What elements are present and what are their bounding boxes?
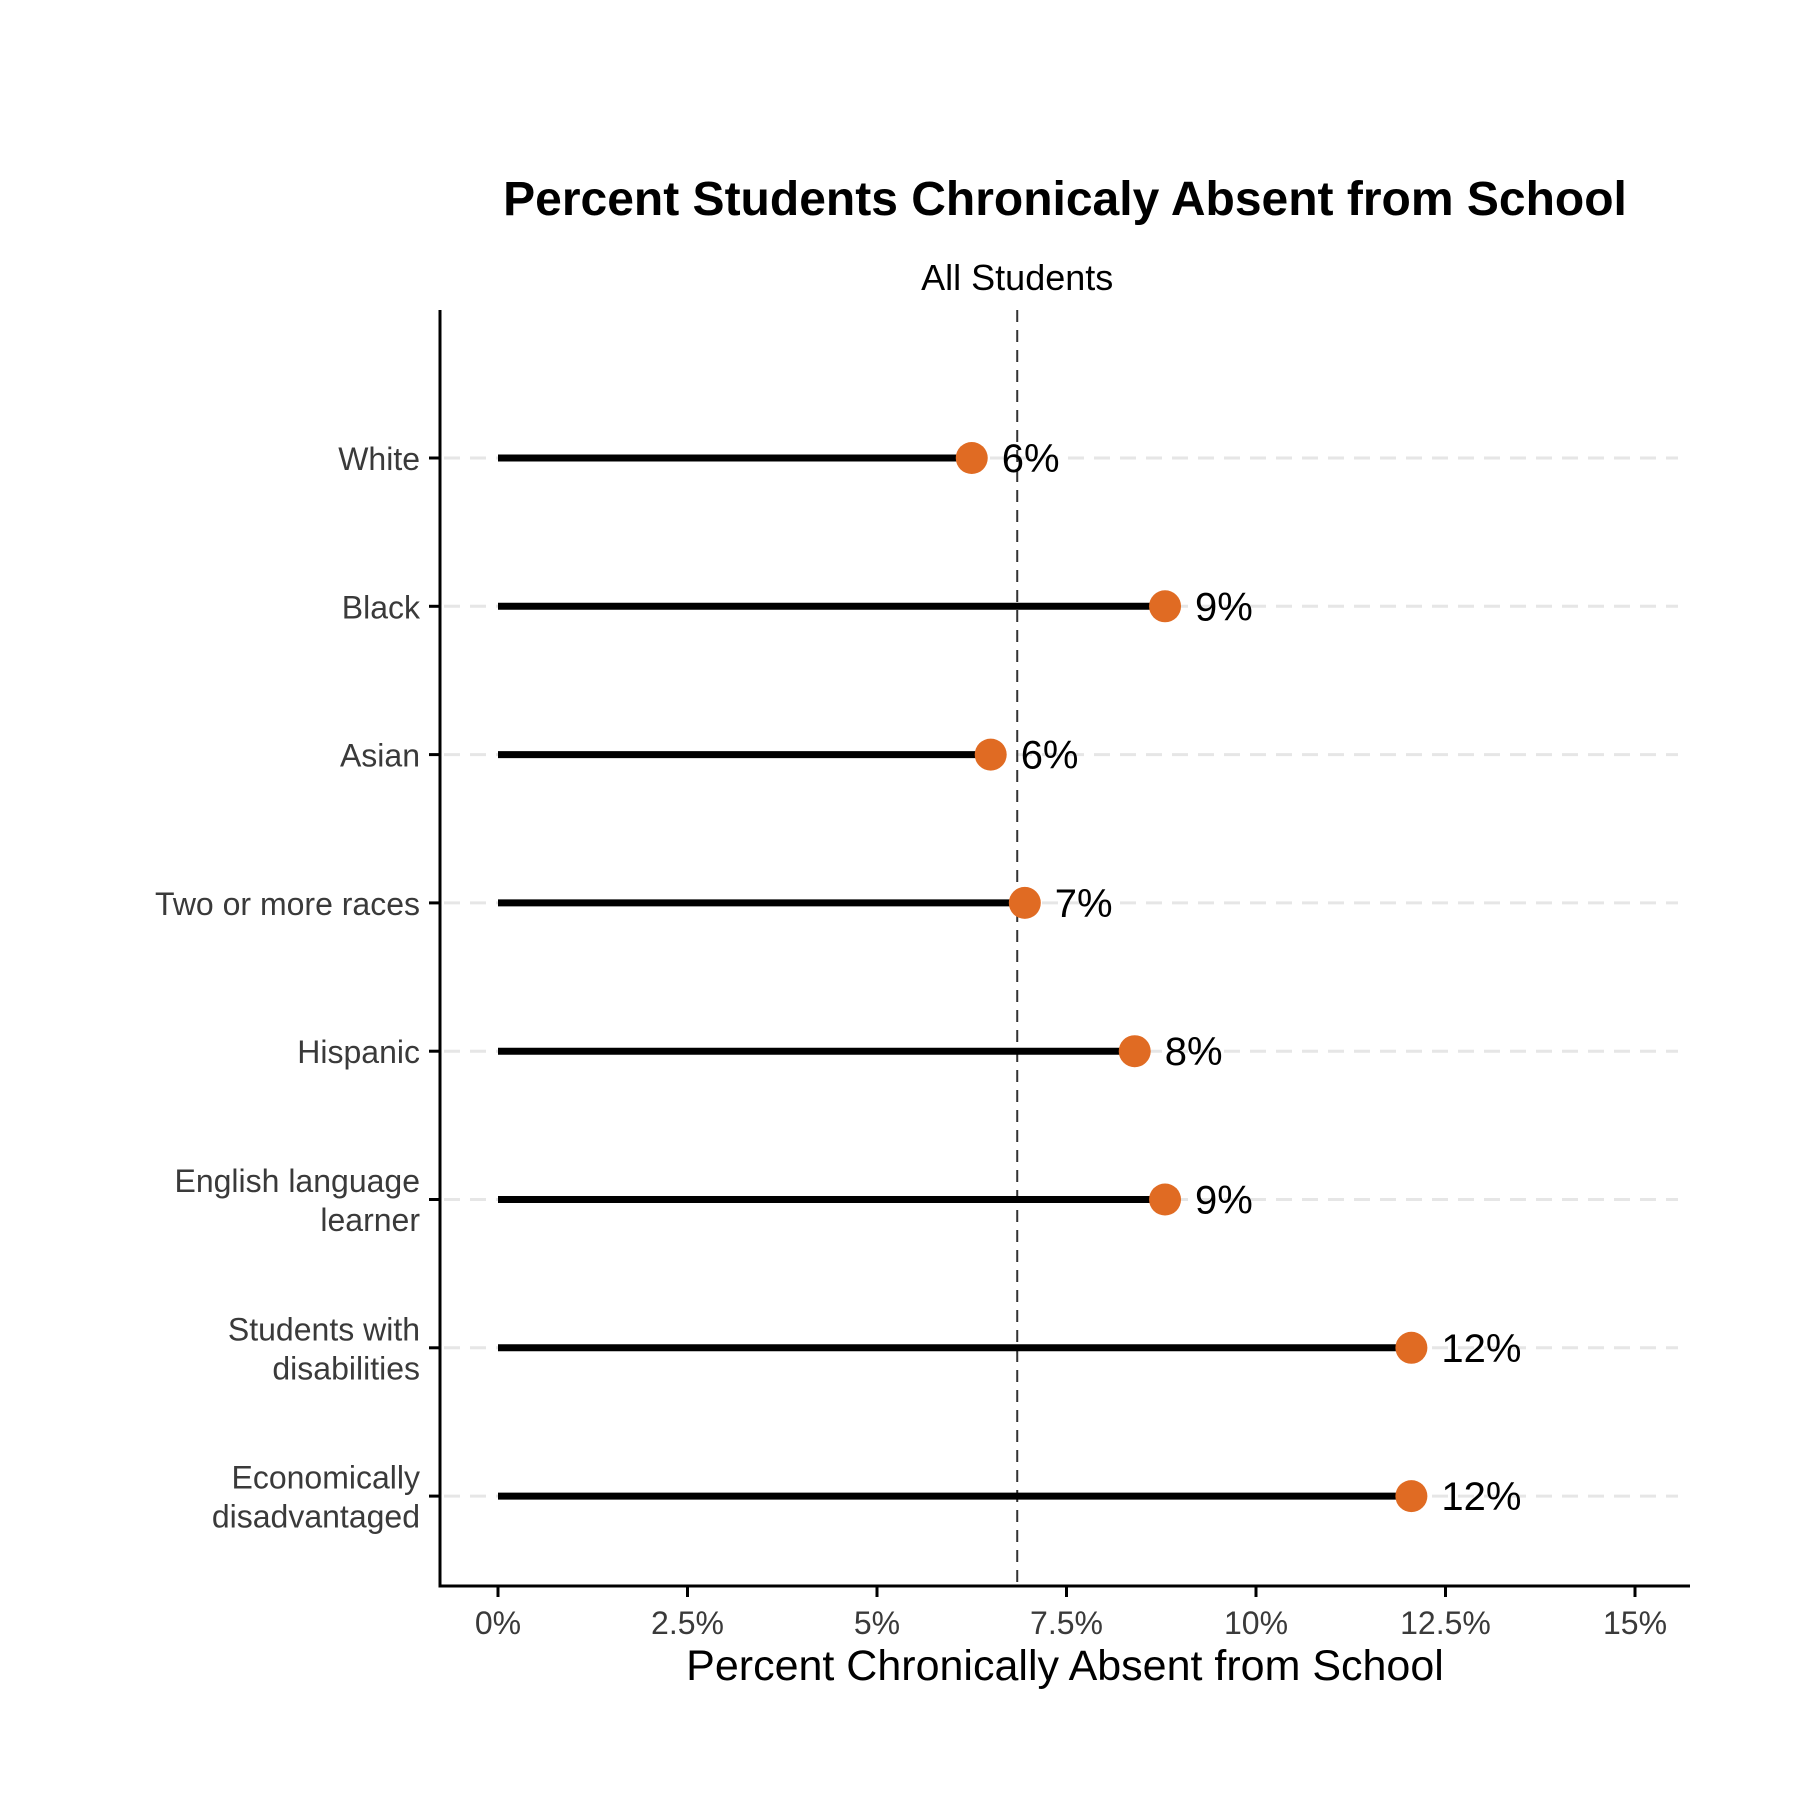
category-label: Students with [228,1311,420,1347]
category-label: Economically [231,1460,420,1496]
lollipop-stems [498,454,1412,1500]
data-label: 9% [1195,1179,1253,1223]
x-tick-label: 5% [854,1605,900,1641]
reference-line-group: All Students [921,257,1113,1586]
x-axis-title: Percent Chronically Absent from School [686,1642,1444,1690]
data-label: 8% [1165,1030,1223,1074]
axes: White Black Asian Two or more races Hispanic… [155,310,1690,1641]
category-label: White [338,441,420,477]
lollipop-points [955,442,1428,1513]
data-labels: 6% 9% 6% 7% 8% 9% 12% 12% [1002,437,1522,1519]
reference-line-label: All Students [921,257,1113,298]
x-tick-label: 12.5% [1400,1605,1491,1641]
x-tick-label: 2.5% [651,1605,724,1641]
x-tick-label: 10% [1224,1605,1288,1641]
category-label: learner [320,1202,420,1238]
category-label: Black [342,589,421,625]
lollipop-point [1395,1480,1428,1513]
lollipop-point [1149,590,1182,623]
data-label: 7% [1055,882,1113,926]
x-tick-label: 0% [475,1605,521,1641]
category-label: disabilities [272,1350,420,1386]
data-label: 6% [1021,734,1079,778]
lollipop-point [1008,886,1041,919]
category-label: Two or more races [155,886,420,922]
x-tick-label: 15% [1603,1605,1667,1641]
lollipop-point [955,442,988,474]
category-label: disadvantaged [212,1499,420,1535]
lollipop-point [974,738,1007,771]
lollipop-point [1149,1183,1182,1216]
data-label: 9% [1195,585,1253,629]
category-label: Asian [340,738,420,774]
x-tick-label: 7.5% [1030,1605,1103,1641]
category-label: English language [174,1163,420,1199]
category-label: Hispanic [297,1034,420,1070]
lollipop-point [1395,1331,1428,1364]
data-label: 12% [1441,1327,1521,1371]
grid-lines [444,456,1678,1498]
data-label: 12% [1441,1475,1521,1519]
data-label: 6% [1002,437,1060,481]
lollipop-point [1118,1035,1151,1068]
chart-title: Percent Students Chronicaly Absent from … [503,173,1627,226]
